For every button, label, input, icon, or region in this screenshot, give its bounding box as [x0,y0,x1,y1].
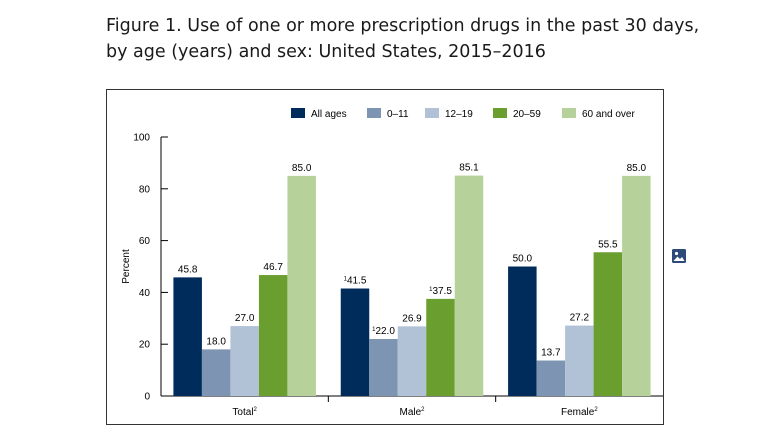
bar-12–19-total [230,326,259,396]
data-label: 141.5 [344,276,367,287]
bar-60-and-over-female [622,175,651,396]
legend-label: 20–59 [513,109,541,120]
bar-0–11-male [369,339,398,396]
bar-all-ages-male [340,288,370,396]
y-axis-label: Percent [121,249,132,284]
bar-60-and-over-male [454,175,484,396]
y-tick-label: 40 [139,288,151,299]
data-label: 55.5 [598,239,618,250]
chart-svg: 0 20 40 60 80 100 Percent 45.8 18.0 27.0 46.7 85.0 T… [121,108,663,418]
legend-swatch [493,108,507,118]
y-tick-label: 60 [139,236,151,247]
bar-12–19-male [397,326,427,396]
legend-label: All ages [311,109,347,120]
bar-60-and-over-total [287,175,316,396]
legend-label: 0–11 [387,109,409,120]
legend-label: 12–19 [445,109,473,120]
bar-0–11-female [536,360,566,396]
x-category-label: Male2 [399,407,425,418]
bar-20–59-female [593,252,623,396]
bar-all-ages-female [508,266,537,396]
bar-20–59-male [426,298,455,396]
page-title: Figure 1. Use of one or more prescriptio… [106,16,700,62]
bar-0–11-total [201,349,231,396]
legend-label: 60 and over [582,109,635,120]
data-label: 85.1 [459,163,479,174]
legend-swatch [291,108,305,118]
y-tick-label: 20 [139,340,151,351]
bar-20–59-total [258,275,288,396]
x-category-label: Total2 [232,407,257,418]
data-label: 27.2 [570,313,590,324]
data-label: 26.9 [402,313,422,324]
image-icon[interactable] [672,249,686,263]
y-tick-label: 0 [144,392,150,403]
bar-all-ages-total [173,277,202,396]
chart-frame: 0 20 40 60 80 100 Percent 45.8 18.0 27.0 46.7 85.0 T… [106,89,664,425]
x-category-label: Female2 [561,407,598,418]
data-label: 122.0 [372,326,395,337]
data-label: 45.8 [178,264,198,275]
data-label: 85.0 [627,163,647,174]
y-tick-label: 80 [139,184,151,195]
data-label: 18.0 [206,336,226,347]
legend-swatch [425,108,439,118]
data-label: 27.0 [235,313,255,324]
data-label: 13.7 [541,348,561,359]
data-label: 85.0 [292,163,312,174]
data-label: 46.7 [263,262,283,273]
data-label: 50.0 [513,254,533,265]
data-label: 137.5 [429,286,452,297]
y-tick-label: 100 [133,133,150,144]
legend-swatch [367,108,381,118]
bar-12–19-female [565,325,594,396]
legend-swatch [562,108,576,118]
